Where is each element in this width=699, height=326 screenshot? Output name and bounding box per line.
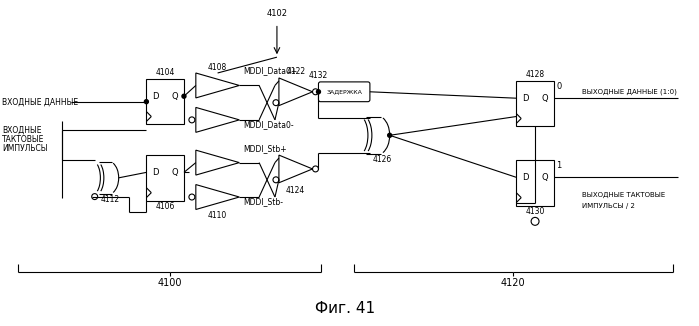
Circle shape — [317, 90, 320, 94]
Text: 4130: 4130 — [526, 207, 545, 216]
Bar — [517, 160, 554, 205]
Text: 0: 0 — [556, 82, 561, 91]
Text: Q: Q — [542, 173, 548, 182]
Text: 4106: 4106 — [155, 202, 175, 211]
Text: 4128: 4128 — [526, 70, 545, 80]
Text: 4104: 4104 — [155, 68, 175, 78]
Text: MDDI_Data0-: MDDI_Data0- — [243, 120, 294, 129]
Text: ВЫХОДНЫЕ ТАКТОВЫЕ: ВЫХОДНЫЕ ТАКТОВЫЕ — [582, 192, 665, 198]
Text: 4120: 4120 — [501, 278, 526, 288]
Text: D: D — [152, 92, 159, 101]
Text: 4102: 4102 — [266, 9, 287, 18]
Text: Q: Q — [172, 92, 178, 101]
Text: 4126: 4126 — [372, 155, 391, 164]
Circle shape — [182, 94, 186, 98]
Text: ВХОДНЫЕ ДАННЫЕ: ВХОДНЫЕ ДАННЫЕ — [2, 97, 78, 106]
Text: 4112: 4112 — [100, 195, 120, 204]
Text: ТАКТОВЫЕ: ТАКТОВЫЕ — [2, 135, 44, 144]
Text: ИМПУЛЬСЫ: ИМПУЛЬСЫ — [2, 144, 48, 153]
Bar — [517, 81, 554, 126]
Text: ЗАДЕРЖКА: ЗАДЕРЖКА — [326, 89, 362, 94]
Text: ВХОДНЫЕ: ВХОДНЫЕ — [2, 126, 41, 135]
Text: 4110: 4110 — [208, 211, 227, 220]
Text: ВЫХОДНЫЕ ДАННЫЕ (1:0): ВЫХОДНЫЕ ДАННЫЕ (1:0) — [582, 88, 677, 95]
Text: MDDI_Stb-: MDDI_Stb- — [243, 198, 283, 206]
Text: Q: Q — [172, 168, 178, 177]
Text: MDDI_Data0+: MDDI_Data0+ — [243, 67, 298, 76]
Text: 1: 1 — [556, 161, 561, 170]
Circle shape — [388, 133, 391, 137]
Text: D: D — [522, 173, 528, 182]
Text: D: D — [152, 168, 159, 177]
FancyBboxPatch shape — [319, 82, 370, 102]
Text: Q: Q — [542, 94, 548, 103]
Text: ИМПУЛЬСЫ / 2: ИМПУЛЬСЫ / 2 — [582, 203, 635, 209]
Text: D: D — [522, 94, 528, 103]
Text: 4132: 4132 — [309, 71, 328, 81]
Text: Фиг. 41: Фиг. 41 — [315, 301, 375, 316]
Text: 4100: 4100 — [157, 278, 182, 288]
Text: 4122: 4122 — [286, 67, 305, 76]
Text: MDDI_Stb+: MDDI_Stb+ — [243, 144, 287, 153]
Circle shape — [145, 100, 148, 104]
Text: 4124: 4124 — [286, 186, 305, 195]
Bar — [146, 155, 184, 200]
Text: 4108: 4108 — [208, 63, 227, 72]
Bar — [146, 79, 184, 125]
